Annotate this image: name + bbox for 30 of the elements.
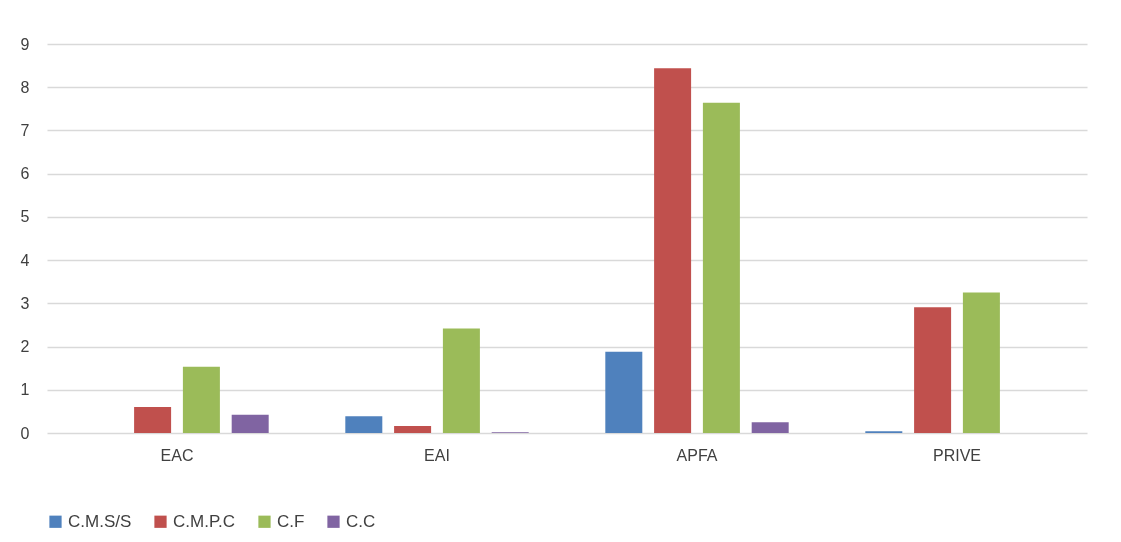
bar (962, 292, 1000, 433)
x-tick-label: PRIVE (932, 446, 982, 464)
bar (182, 366, 220, 433)
x-tick-label: EAC (160, 446, 194, 464)
y-tick-label: 6 (20, 165, 30, 183)
bar (394, 426, 432, 433)
y-tick-label: 4 (20, 251, 30, 269)
bar (751, 422, 789, 433)
bar (442, 328, 480, 433)
y-tick-label: 9 (20, 35, 30, 53)
x-tick-label: APFA (676, 446, 718, 464)
y-tick-label: 0 (20, 424, 30, 442)
bar (231, 414, 269, 433)
legend-label: C.C (346, 511, 376, 531)
y-tick-label: 7 (20, 121, 30, 139)
y-tick-label: 1 (20, 381, 30, 399)
bar (914, 307, 952, 433)
bar (134, 407, 172, 433)
x-tick-label: EAI (424, 446, 450, 464)
y-tick-label: 2 (20, 338, 30, 356)
legend-label: C.M.P.C (173, 511, 236, 531)
legend-label: C.M.S/S (68, 511, 132, 531)
bar (702, 102, 740, 433)
bar (345, 416, 383, 433)
legend-label: C.F (277, 511, 305, 531)
y-tick-label: 5 (20, 208, 30, 226)
y-tick-label: 3 (20, 294, 30, 312)
bar (605, 351, 643, 433)
y-tick-label: 8 (20, 78, 30, 96)
bar (654, 68, 692, 433)
